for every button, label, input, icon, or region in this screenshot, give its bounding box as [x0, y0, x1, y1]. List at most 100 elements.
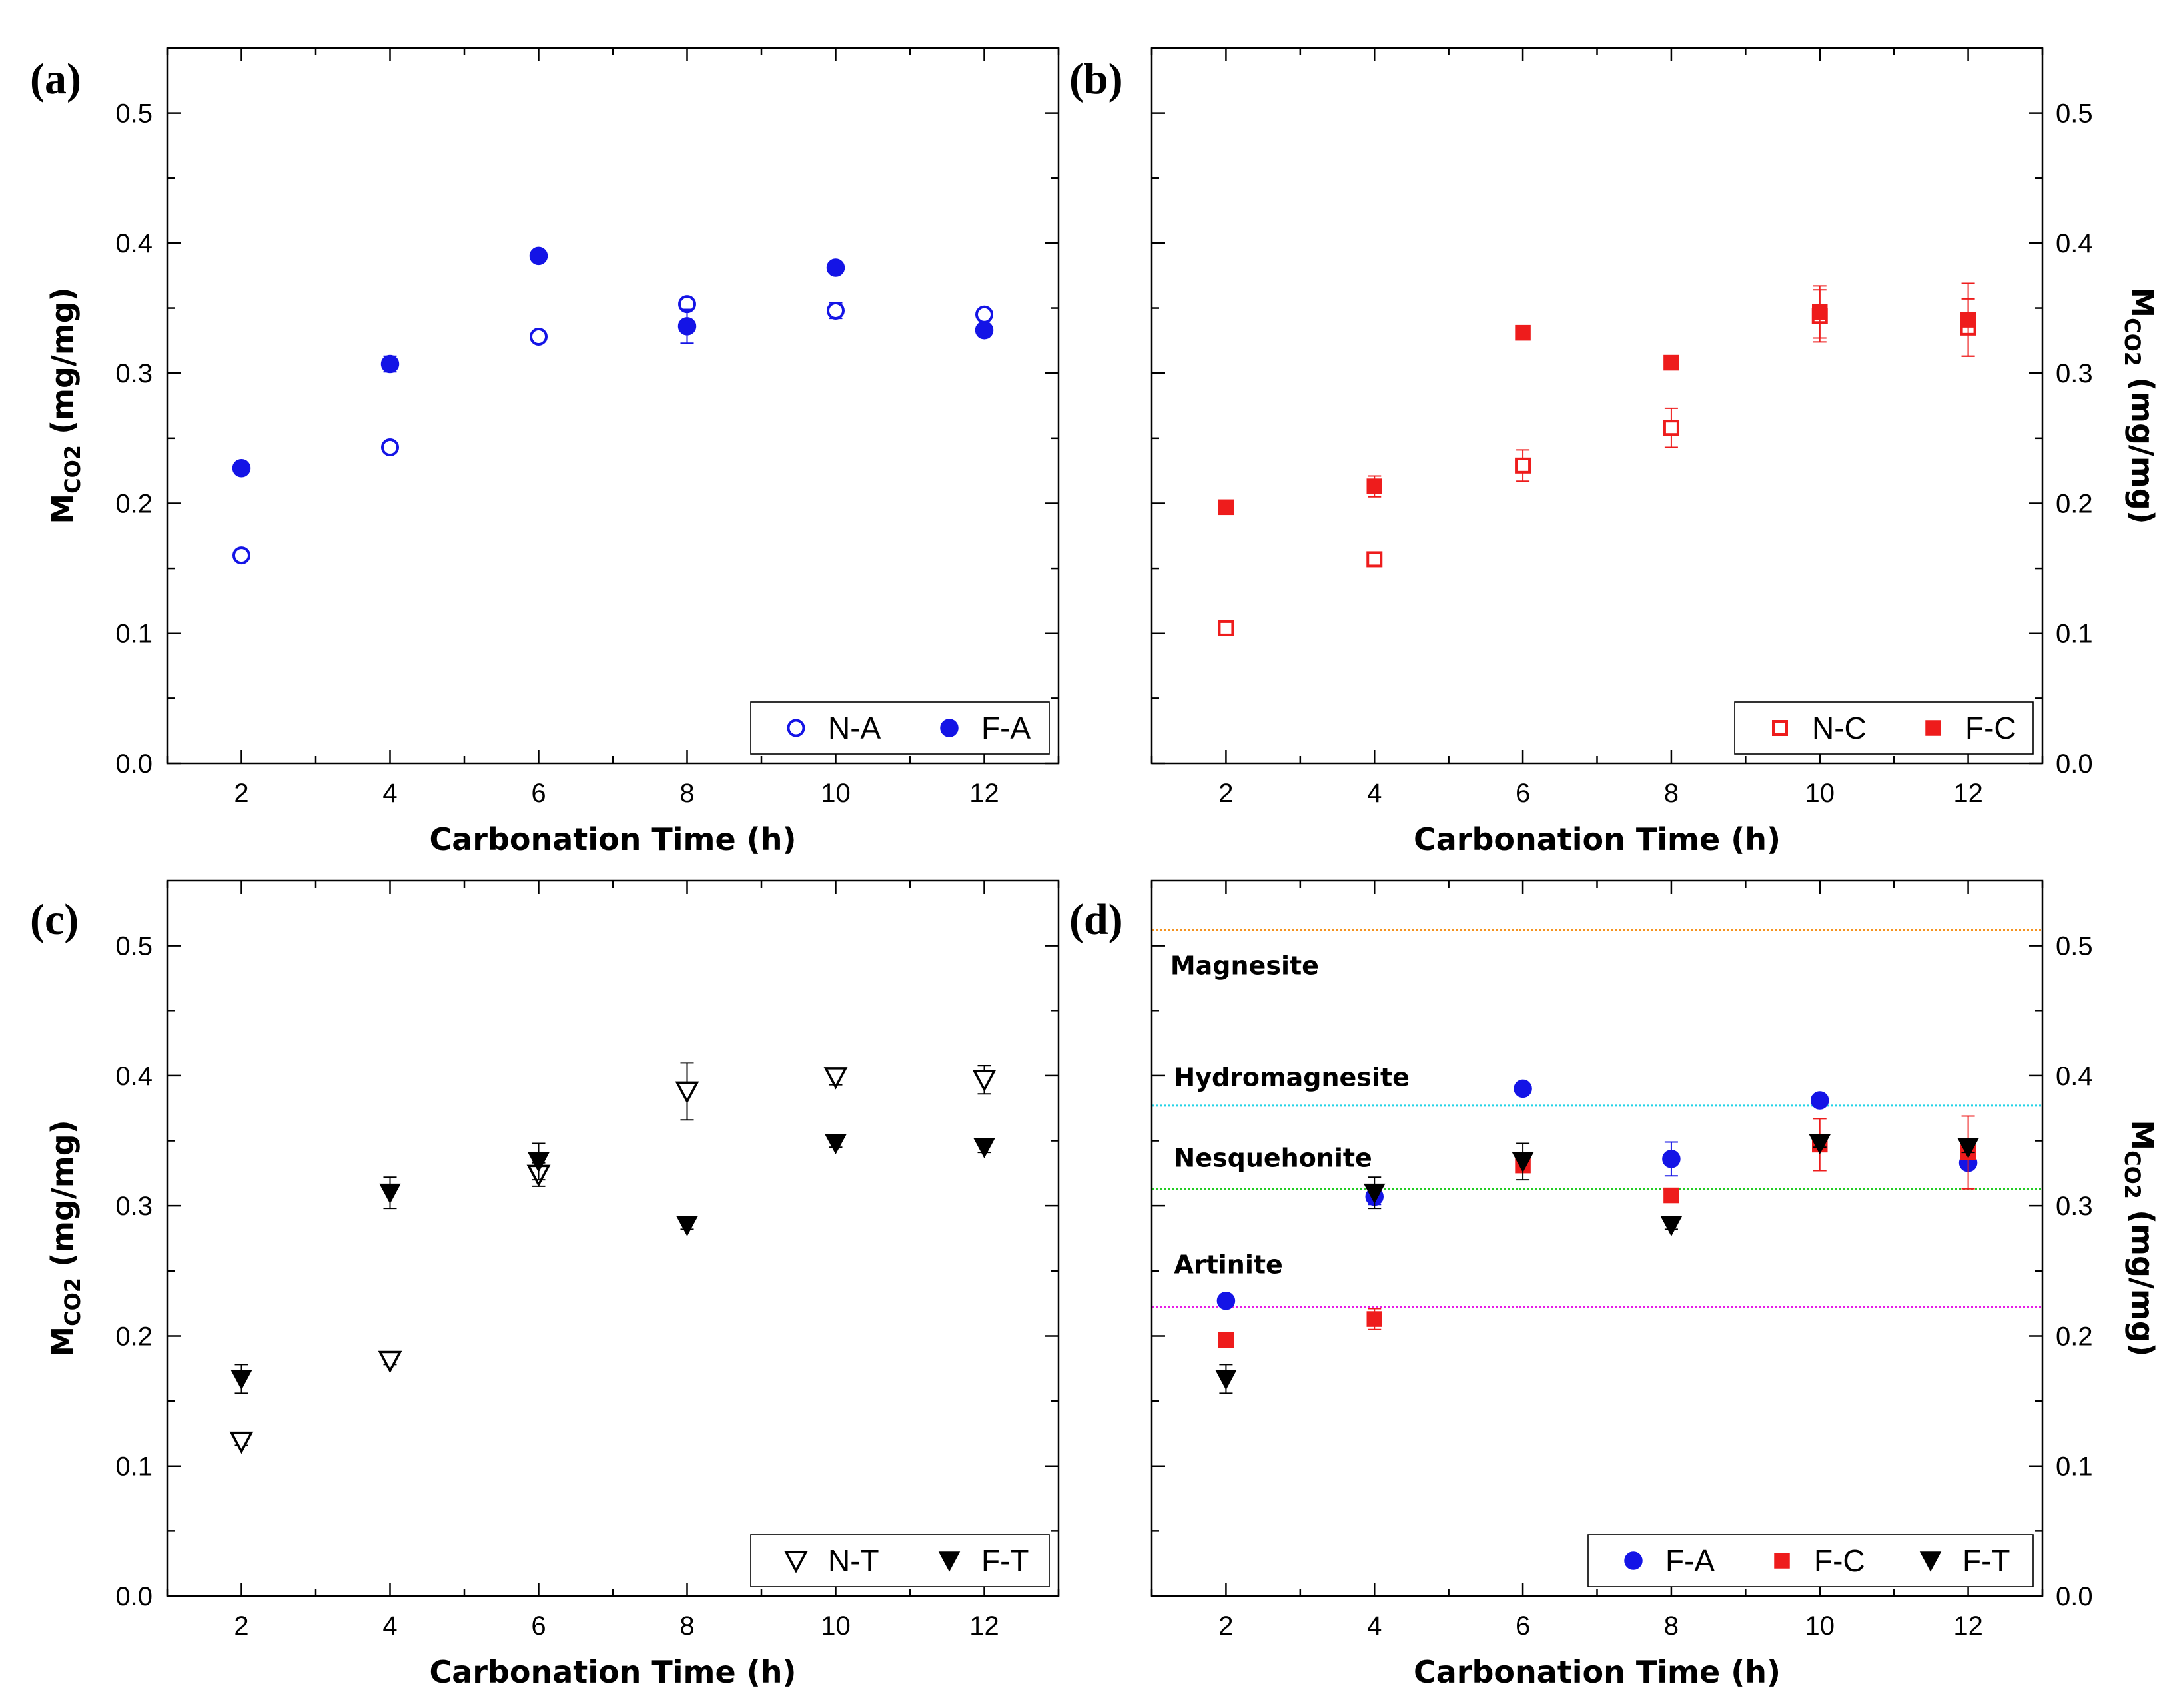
y-title-unit: (mg/mg) [2124, 366, 2160, 524]
data-point-f-c [1812, 304, 1828, 320]
data-point-f-t [528, 1152, 550, 1173]
x-tick-label: 6 [1516, 1611, 1530, 1641]
x-tick-label: 12 [1953, 779, 1983, 808]
data-point-f-a [1216, 1291, 1236, 1310]
ref-label-magnesite: Magnesite [1170, 951, 1319, 981]
data-point-n-t [823, 1067, 848, 1090]
y-tick-label: 0.5 [2056, 99, 2093, 129]
data-point-f-a [826, 258, 845, 277]
data-point-n-t [972, 1070, 997, 1092]
panel-1: (a) 2 4 6 8 10 12 0.0 0.1 0.2 0.3 0.4 0.5 Carbonation… [30, 47, 1060, 857]
panel-label: (b) [1069, 55, 1123, 103]
x-axis-title: Carbonation Time (h) [1414, 821, 1781, 857]
data-point-n-a [381, 438, 399, 456]
data-point-f-a [975, 320, 994, 340]
legend: N-A F-A [750, 701, 1050, 755]
data-point-f-t [825, 1134, 847, 1155]
data-point-f-a [1662, 1150, 1681, 1168]
y-title-unit: (mg/mg) [2124, 1199, 2160, 1357]
legend-marker-n-t [784, 1551, 808, 1573]
data-point-f-a [1811, 1091, 1829, 1110]
series-n-t [229, 1062, 997, 1454]
legend-box [750, 1534, 1050, 1587]
data-point-n-a [530, 328, 548, 346]
y-tick-label: 0.1 [115, 1452, 153, 1482]
legend-marker-n-a [787, 719, 805, 737]
x-axis-title: Carbonation Time (h) [1414, 1654, 1781, 1690]
data-point-f-t [1512, 1152, 1534, 1173]
x-axis-title: Carbonation Time (h) [429, 821, 796, 857]
x-tick-label: 4 [382, 779, 397, 808]
x-tick-label: 10 [1805, 1611, 1835, 1641]
panel-2: (b) 2 4 6 8 10 12 0.0 0.1 0.2 0.3 0.4 0.5 Carbonation… [1069, 47, 2160, 857]
y-tick-label: 0.4 [2056, 1062, 2093, 1091]
y-tick-label: 0.3 [2056, 1192, 2093, 1221]
legend-label-n-c: N-C [1812, 711, 1867, 745]
plot-frame [1150, 879, 2044, 1597]
x-tick-label: 4 [1367, 1611, 1382, 1641]
data-point-f-t [676, 1216, 698, 1237]
data-point-n-t [675, 1081, 699, 1104]
data-point-f-t [973, 1138, 995, 1158]
series-f-t [230, 1134, 995, 1394]
y-tick-label: 0.0 [115, 1582, 153, 1611]
series-f-a [1216, 1079, 1978, 1310]
x-tick-label: 12 [1953, 1611, 1983, 1641]
y-title-unit: (mg/mg) [45, 287, 81, 445]
y-title-sub: CO2 [60, 1278, 85, 1326]
y-axis-title: MCO2 (mg/mg) [45, 287, 85, 524]
y-title-sub: CO2 [2120, 318, 2145, 366]
data-point-f-c [1218, 1332, 1234, 1348]
ref-label-hydromagnesite: Hydromagnesite [1174, 1063, 1409, 1092]
data-point-f-c [1960, 312, 1976, 328]
series-f-c [1218, 282, 1976, 516]
x-tick-label: 8 [1664, 1611, 1679, 1641]
y-title-main: M [2124, 287, 2160, 318]
x-tick-label: 6 [531, 1611, 546, 1641]
data-point-f-c [1218, 499, 1234, 516]
legend-label-f-t: F-T [1962, 1543, 2010, 1578]
ref-label-nesquehonite: Nesquehonite [1174, 1144, 1372, 1173]
y-tick-label: 0.2 [2056, 1322, 2093, 1351]
y-tick-label: 0.0 [2056, 1582, 2093, 1611]
legend-marker-f-a [940, 719, 959, 737]
legend-label-f-t: F-T [981, 1543, 1029, 1578]
x-tick-label: 8 [679, 1611, 694, 1641]
x-tick-label: 2 [1218, 779, 1233, 808]
y-tick-label: 0.3 [115, 359, 153, 388]
legend: N-T F-T [750, 1534, 1050, 1587]
plot-frame [166, 879, 1060, 1597]
series-n-c [1218, 289, 1976, 636]
y-tick-label: 0.0 [2056, 749, 2093, 779]
x-tick-label: 2 [234, 1611, 248, 1641]
legend-label-n-t: N-T [828, 1543, 879, 1578]
legend-label-f-a: F-A [1665, 1543, 1715, 1578]
x-tick-label: 2 [234, 779, 248, 808]
data-point-f-a [1514, 1079, 1532, 1098]
legend-marker-f-t [938, 1551, 961, 1572]
legend: F-A F-C F-T [1587, 1534, 2034, 1587]
panel-label: (c) [30, 895, 79, 944]
data-point-n-a [975, 305, 993, 324]
y-tick-label: 0.1 [2056, 620, 2093, 649]
legend-label-f-c: F-C [1814, 1543, 1865, 1578]
data-point-f-t [1215, 1370, 1237, 1390]
y-title-main: M [45, 494, 81, 524]
y-tick-label: 0.3 [2056, 359, 2093, 388]
x-tick-label: 2 [1218, 1611, 1233, 1641]
plot-frame [1150, 47, 2044, 765]
y-tick-label: 0.5 [115, 99, 153, 129]
y-axis-title: MCO2 (mg/mg) [45, 1120, 85, 1356]
y-tick-label: 0.4 [115, 229, 153, 258]
y-tick-label: 0.2 [115, 489, 153, 518]
panel-label: (a) [30, 55, 81, 103]
x-tick-label: 12 [969, 1611, 999, 1641]
series-n-a [232, 295, 993, 565]
y-tick-label: 0.2 [115, 1322, 153, 1351]
data-point-f-a [232, 458, 251, 478]
x-tick-label: 8 [1664, 779, 1679, 808]
data-point-f-t [230, 1370, 252, 1390]
data-point-f-t [1660, 1216, 1683, 1237]
data-point-n-a [827, 301, 845, 320]
plot-frame [166, 47, 1060, 765]
